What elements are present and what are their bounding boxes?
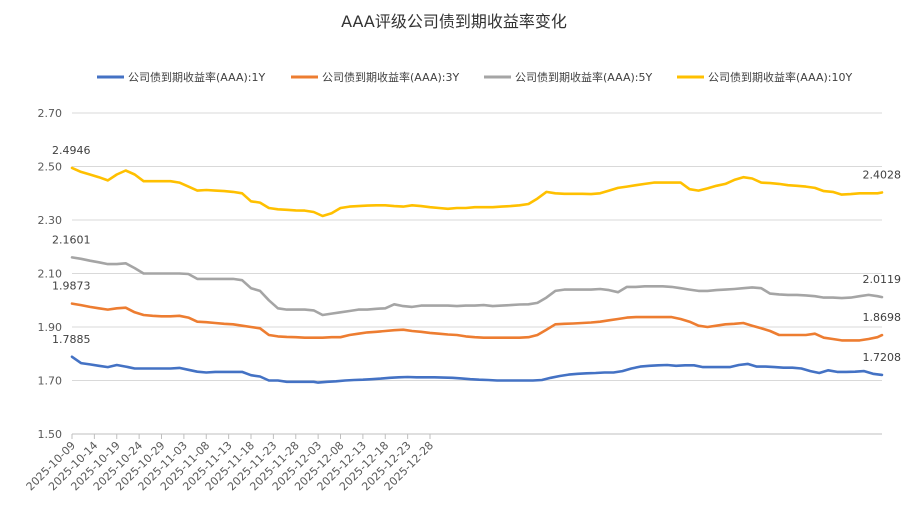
data-label: 2.4946 (52, 144, 91, 157)
series-line-1 (70, 355, 884, 384)
y-axis-tick-labels: 1.50 1.70 1.90 2.10 2.30 2.50 2.70 (38, 107, 63, 441)
gridlines (72, 112, 882, 435)
chart-title: AAA评级公司债到期收益率变化 (341, 12, 567, 31)
series-line-2 (70, 302, 884, 342)
legend-entry: 公司债到期收益率(AAA):3Y (322, 70, 459, 84)
y-tick-label: 2.30 (38, 214, 63, 227)
y-tick-label: 1.90 (38, 321, 63, 334)
data-labels: 1.7885 1.7208 1.9873 1.8698 2.1601 2.0119 2.49… (52, 144, 901, 364)
legend-entry: 公司债到期收益率(AAA):1Y (128, 70, 265, 84)
data-label: 2.0119 (863, 273, 902, 286)
series-line-4 (70, 166, 884, 218)
legend: 公司债到期收益率(AAA):1Y 公司债到期收益率(AAA):3Y 公司债到期收益率… (97, 70, 852, 84)
y-tick-label: 2.50 (38, 161, 63, 174)
data-label: 1.7208 (863, 351, 902, 364)
data-label: 2.4028 (863, 169, 902, 182)
data-label: 1.8698 (863, 311, 902, 324)
y-tick-label: 2.10 (38, 268, 63, 281)
y-tick-label: 2.70 (38, 107, 63, 120)
x-axis: 2025-10-092025-10-142025-10-192025-10-24… (24, 434, 436, 493)
series-line-3 (70, 256, 884, 317)
y-tick-label: 1.70 (38, 375, 63, 388)
data-label: 1.9873 (52, 280, 91, 293)
legend-entry: 公司债到期收益率(AAA):10Y (708, 70, 852, 84)
y-tick-label: 1.50 (38, 428, 63, 441)
series-lines (70, 166, 884, 384)
data-label: 1.7885 (52, 333, 91, 346)
legend-entry: 公司债到期收益率(AAA):5Y (515, 70, 652, 84)
data-label: 2.1601 (52, 233, 91, 246)
